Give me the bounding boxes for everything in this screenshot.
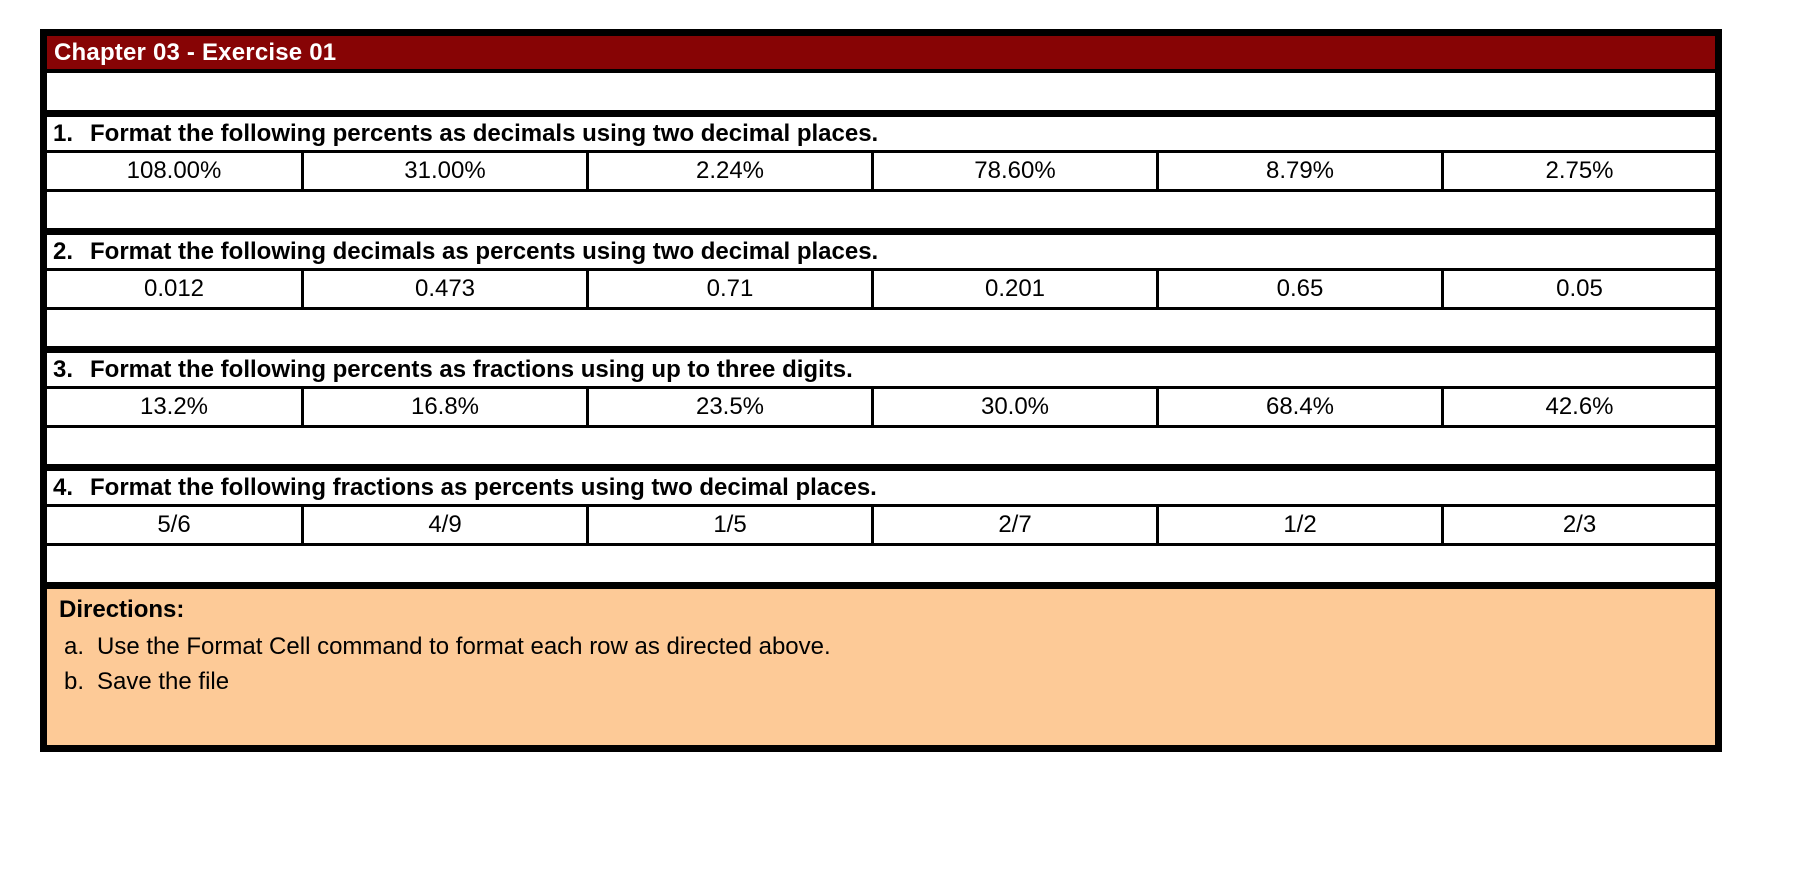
value-cell[interactable]: 0.71 <box>589 271 874 307</box>
section: 2. Format the following decimals as perc… <box>47 235 1715 353</box>
directions-item-text: Save the file <box>97 668 230 695</box>
blank-row <box>47 310 1715 353</box>
value-cell[interactable]: 23.5% <box>589 389 874 425</box>
title-bar: Chapter 03 - Exercise 01 <box>47 36 1715 73</box>
value-cell[interactable]: 0.012 <box>47 271 304 307</box>
directions-item-letter: b. <box>64 668 85 695</box>
worksheet-title: Chapter 03 - Exercise 01 <box>54 38 337 66</box>
section-heading-text: Format the following decimals as percent… <box>90 237 879 265</box>
value-cell[interactable]: 108.00% <box>47 153 304 189</box>
section-number: 2. <box>53 237 74 265</box>
value-cell[interactable]: 1/2 <box>1159 507 1444 543</box>
blank-row <box>47 428 1715 471</box>
value-cell[interactable]: 0.473 <box>304 271 589 307</box>
value-cell[interactable]: 16.8% <box>304 389 589 425</box>
section: 1. Format the following percents as deci… <box>47 117 1715 235</box>
directions-item: b. Save the file <box>59 668 1715 696</box>
worksheet-table: Chapter 03 - Exercise 01 1. Format the f… <box>40 29 1722 752</box>
section-heading-text: Format the following fractions as percen… <box>90 473 877 501</box>
value-cell[interactable]: 78.60% <box>874 153 1159 189</box>
section-values-row: 0.012 0.473 0.71 0.201 0.65 0.05 <box>47 271 1715 310</box>
section-values-row: 5/6 4/9 1/5 2/7 1/2 2/3 <box>47 507 1715 546</box>
sections-container: 1. Format the following percents as deci… <box>47 117 1715 589</box>
value-cell[interactable]: 42.6% <box>1545 393 1614 420</box>
section-heading-row: 2. Format the following decimals as perc… <box>47 235 1715 271</box>
section-heading-row: 1. Format the following percents as deci… <box>47 117 1715 153</box>
directions-item: a. Use the Format Cell command to format… <box>59 633 1715 661</box>
section-values-row: 108.00% 31.00% 2.24% 78.60% 8.79% 2.75% <box>47 153 1715 192</box>
blank-row <box>47 546 1715 589</box>
section: 4. Format the following fractions as per… <box>47 471 1715 589</box>
value-cell[interactable]: 5/6 <box>47 507 304 543</box>
value-cell[interactable]: 31.00% <box>304 153 589 189</box>
directions-label: Directions: <box>59 596 185 623</box>
directions-item-text: Use the Format Cell command to format ea… <box>97 633 831 660</box>
section: 3. Format the following percents as frac… <box>47 353 1715 471</box>
value-cell[interactable]: 8.79% <box>1159 153 1444 189</box>
value-cell[interactable]: 13.2% <box>47 389 304 425</box>
value-cell[interactable]: 4/9 <box>304 507 589 543</box>
section-number: 4. <box>53 473 74 501</box>
value-cell[interactable]: 0.05 <box>1556 275 1603 302</box>
value-cell[interactable]: 30.0% <box>874 389 1159 425</box>
value-cell[interactable]: 2.75% <box>1545 157 1614 184</box>
section-heading-row: 4. Format the following fractions as per… <box>47 471 1715 507</box>
value-cell[interactable]: 0.65 <box>1159 271 1444 307</box>
section-heading-row: 3. Format the following percents as frac… <box>47 353 1715 389</box>
value-cell[interactable]: 68.4% <box>1159 389 1444 425</box>
directions-box: Directions: a. Use the Format Cell comma… <box>47 589 1715 745</box>
value-cell[interactable]: 2/3 <box>1562 511 1597 538</box>
directions-items: a. Use the Format Cell command to format… <box>59 633 1715 696</box>
section-values-row: 13.2% 16.8% 23.5% 30.0% 68.4% 42.6% <box>47 389 1715 428</box>
section-number: 3. <box>53 355 74 383</box>
section-heading-text: Format the following percents as fractio… <box>90 355 853 383</box>
section-heading-text: Format the following percents as decimal… <box>90 119 879 147</box>
value-cell[interactable]: 0.201 <box>874 271 1159 307</box>
blank-row <box>47 73 1715 117</box>
blank-row <box>47 192 1715 235</box>
section-number: 1. <box>53 119 74 147</box>
value-cell[interactable]: 2/7 <box>874 507 1159 543</box>
directions-item-letter: a. <box>64 633 85 660</box>
value-cell[interactable]: 2.24% <box>589 153 874 189</box>
value-cell[interactable]: 1/5 <box>589 507 874 543</box>
